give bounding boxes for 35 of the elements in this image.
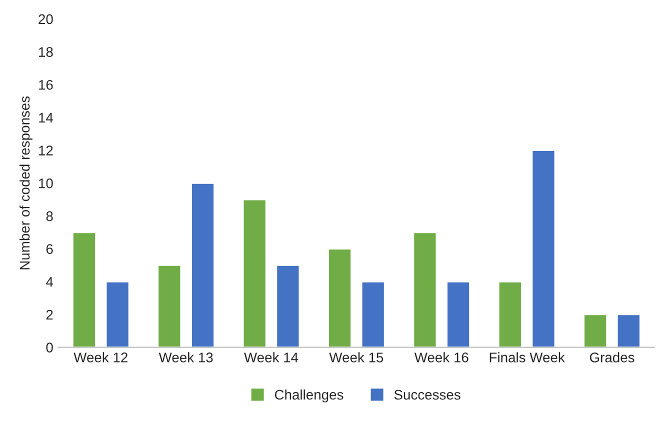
y-tick-label: 4 bbox=[46, 277, 54, 287]
legend-label: Challenges bbox=[274, 389, 344, 402]
bar bbox=[242, 198, 267, 348]
y-tick-label: 2 bbox=[46, 310, 53, 320]
bar bbox=[157, 264, 182, 348]
bar bbox=[583, 314, 608, 348]
bar bbox=[498, 280, 522, 348]
y-tick-label: 16 bbox=[39, 80, 53, 90]
y-tick-label: 18 bbox=[39, 47, 53, 57]
bar bbox=[446, 280, 470, 348]
x-tick-label: Week 16 bbox=[414, 352, 468, 362]
y-axis-title: Number of coded responses bbox=[19, 96, 32, 270]
y-tick-label: 14 bbox=[39, 112, 54, 122]
legend-label: Successes bbox=[394, 390, 460, 400]
y-tick-label: 10 bbox=[39, 178, 53, 188]
y-tick-label: 8 bbox=[46, 211, 53, 222]
bar bbox=[360, 280, 386, 348]
y-tick-label: 20 bbox=[38, 14, 53, 24]
bar bbox=[328, 248, 352, 348]
bar bbox=[72, 232, 96, 348]
bar bbox=[412, 232, 438, 348]
bar bbox=[190, 182, 215, 348]
bar bbox=[276, 264, 300, 348]
x-tick-label: Week 15 bbox=[329, 352, 384, 362]
x-tick-label: Finals Week bbox=[490, 352, 565, 362]
bar bbox=[616, 314, 641, 348]
x-tick-label: Week 12 bbox=[74, 352, 128, 362]
y-tick-label: 12 bbox=[39, 146, 53, 156]
x-tick-label: Week 13 bbox=[158, 352, 213, 362]
x-tick-label: Grades bbox=[590, 352, 634, 362]
x-tick-label: Week 14 bbox=[244, 352, 298, 362]
bar bbox=[531, 150, 556, 348]
y-tick-label: 6 bbox=[46, 244, 53, 254]
bar bbox=[105, 280, 130, 348]
y-tick-label: 0 bbox=[46, 342, 53, 352]
